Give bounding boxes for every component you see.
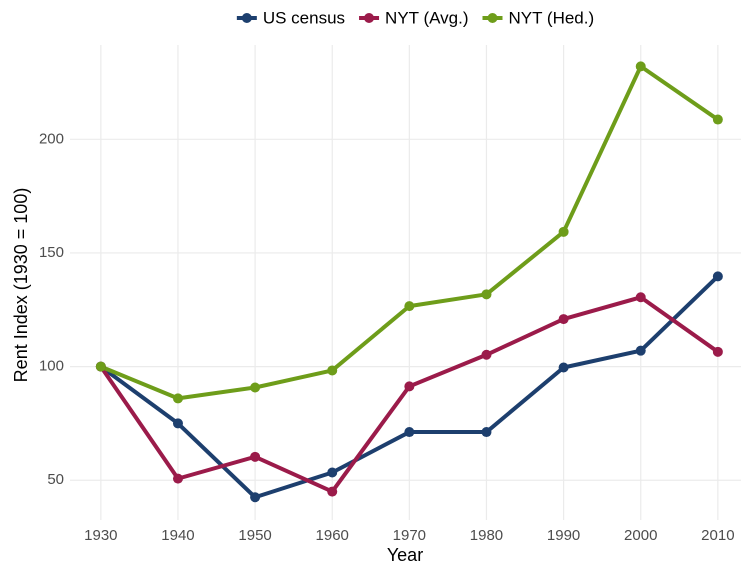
x-tick-label: 1930 (84, 527, 117, 544)
data-point (635, 292, 646, 303)
data-point (250, 492, 261, 503)
plot (95, 61, 723, 503)
data-point (712, 114, 723, 125)
legend-key-point (487, 13, 498, 23)
data-point (327, 486, 338, 497)
data-point (558, 314, 569, 325)
data-point (327, 467, 338, 478)
x-tick-label: 1940 (161, 527, 194, 544)
x-tick-label: 2010 (701, 527, 734, 544)
data-point (712, 346, 723, 357)
legend-key-point (364, 13, 375, 23)
y-tick-label: 50 (47, 471, 64, 488)
data-point (558, 226, 569, 237)
legend-item: NYT (Hed.) (482, 8, 595, 27)
data-point (250, 451, 261, 462)
x-tick-label: 1950 (238, 527, 271, 544)
data-point (172, 473, 183, 484)
y-tick-label: 100 (39, 358, 64, 375)
legend-key-point (241, 13, 252, 23)
y-axis-title: Rent Index (1930 = 100) (11, 188, 31, 383)
data-point (404, 301, 415, 312)
legend-label: US census (263, 8, 345, 27)
y-tick-label: 150 (39, 244, 64, 261)
data-point (404, 381, 415, 392)
data-point (712, 271, 723, 282)
data-point (404, 427, 415, 438)
data-point (635, 345, 646, 356)
data-point (635, 61, 646, 72)
legend-label: NYT (Hed.) (509, 8, 595, 27)
data-point (95, 361, 106, 372)
data-point (172, 393, 183, 404)
x-tick-label: 1980 (470, 527, 503, 544)
legend-item: US census (236, 8, 345, 27)
x-axis-title: Year (387, 545, 423, 565)
legend-label: NYT (Avg.) (385, 8, 468, 27)
data-point (172, 418, 183, 429)
legend: US census NYT (Avg.) NYT (Hed.) (236, 8, 595, 27)
data-point (481, 427, 492, 438)
data-point (481, 289, 492, 300)
data-point (327, 365, 338, 376)
data-point (481, 349, 492, 360)
grid (70, 45, 741, 520)
data-point (250, 382, 261, 393)
legend-item: NYT (Avg.) (359, 8, 469, 27)
x-tick-label: 2000 (624, 527, 657, 544)
y-tick-label: 200 (39, 130, 64, 147)
x-tick-label: 1960 (316, 527, 349, 544)
data-point (558, 362, 569, 373)
x-tick-label: 1990 (547, 527, 580, 544)
x-tick-label: 1970 (393, 527, 426, 544)
